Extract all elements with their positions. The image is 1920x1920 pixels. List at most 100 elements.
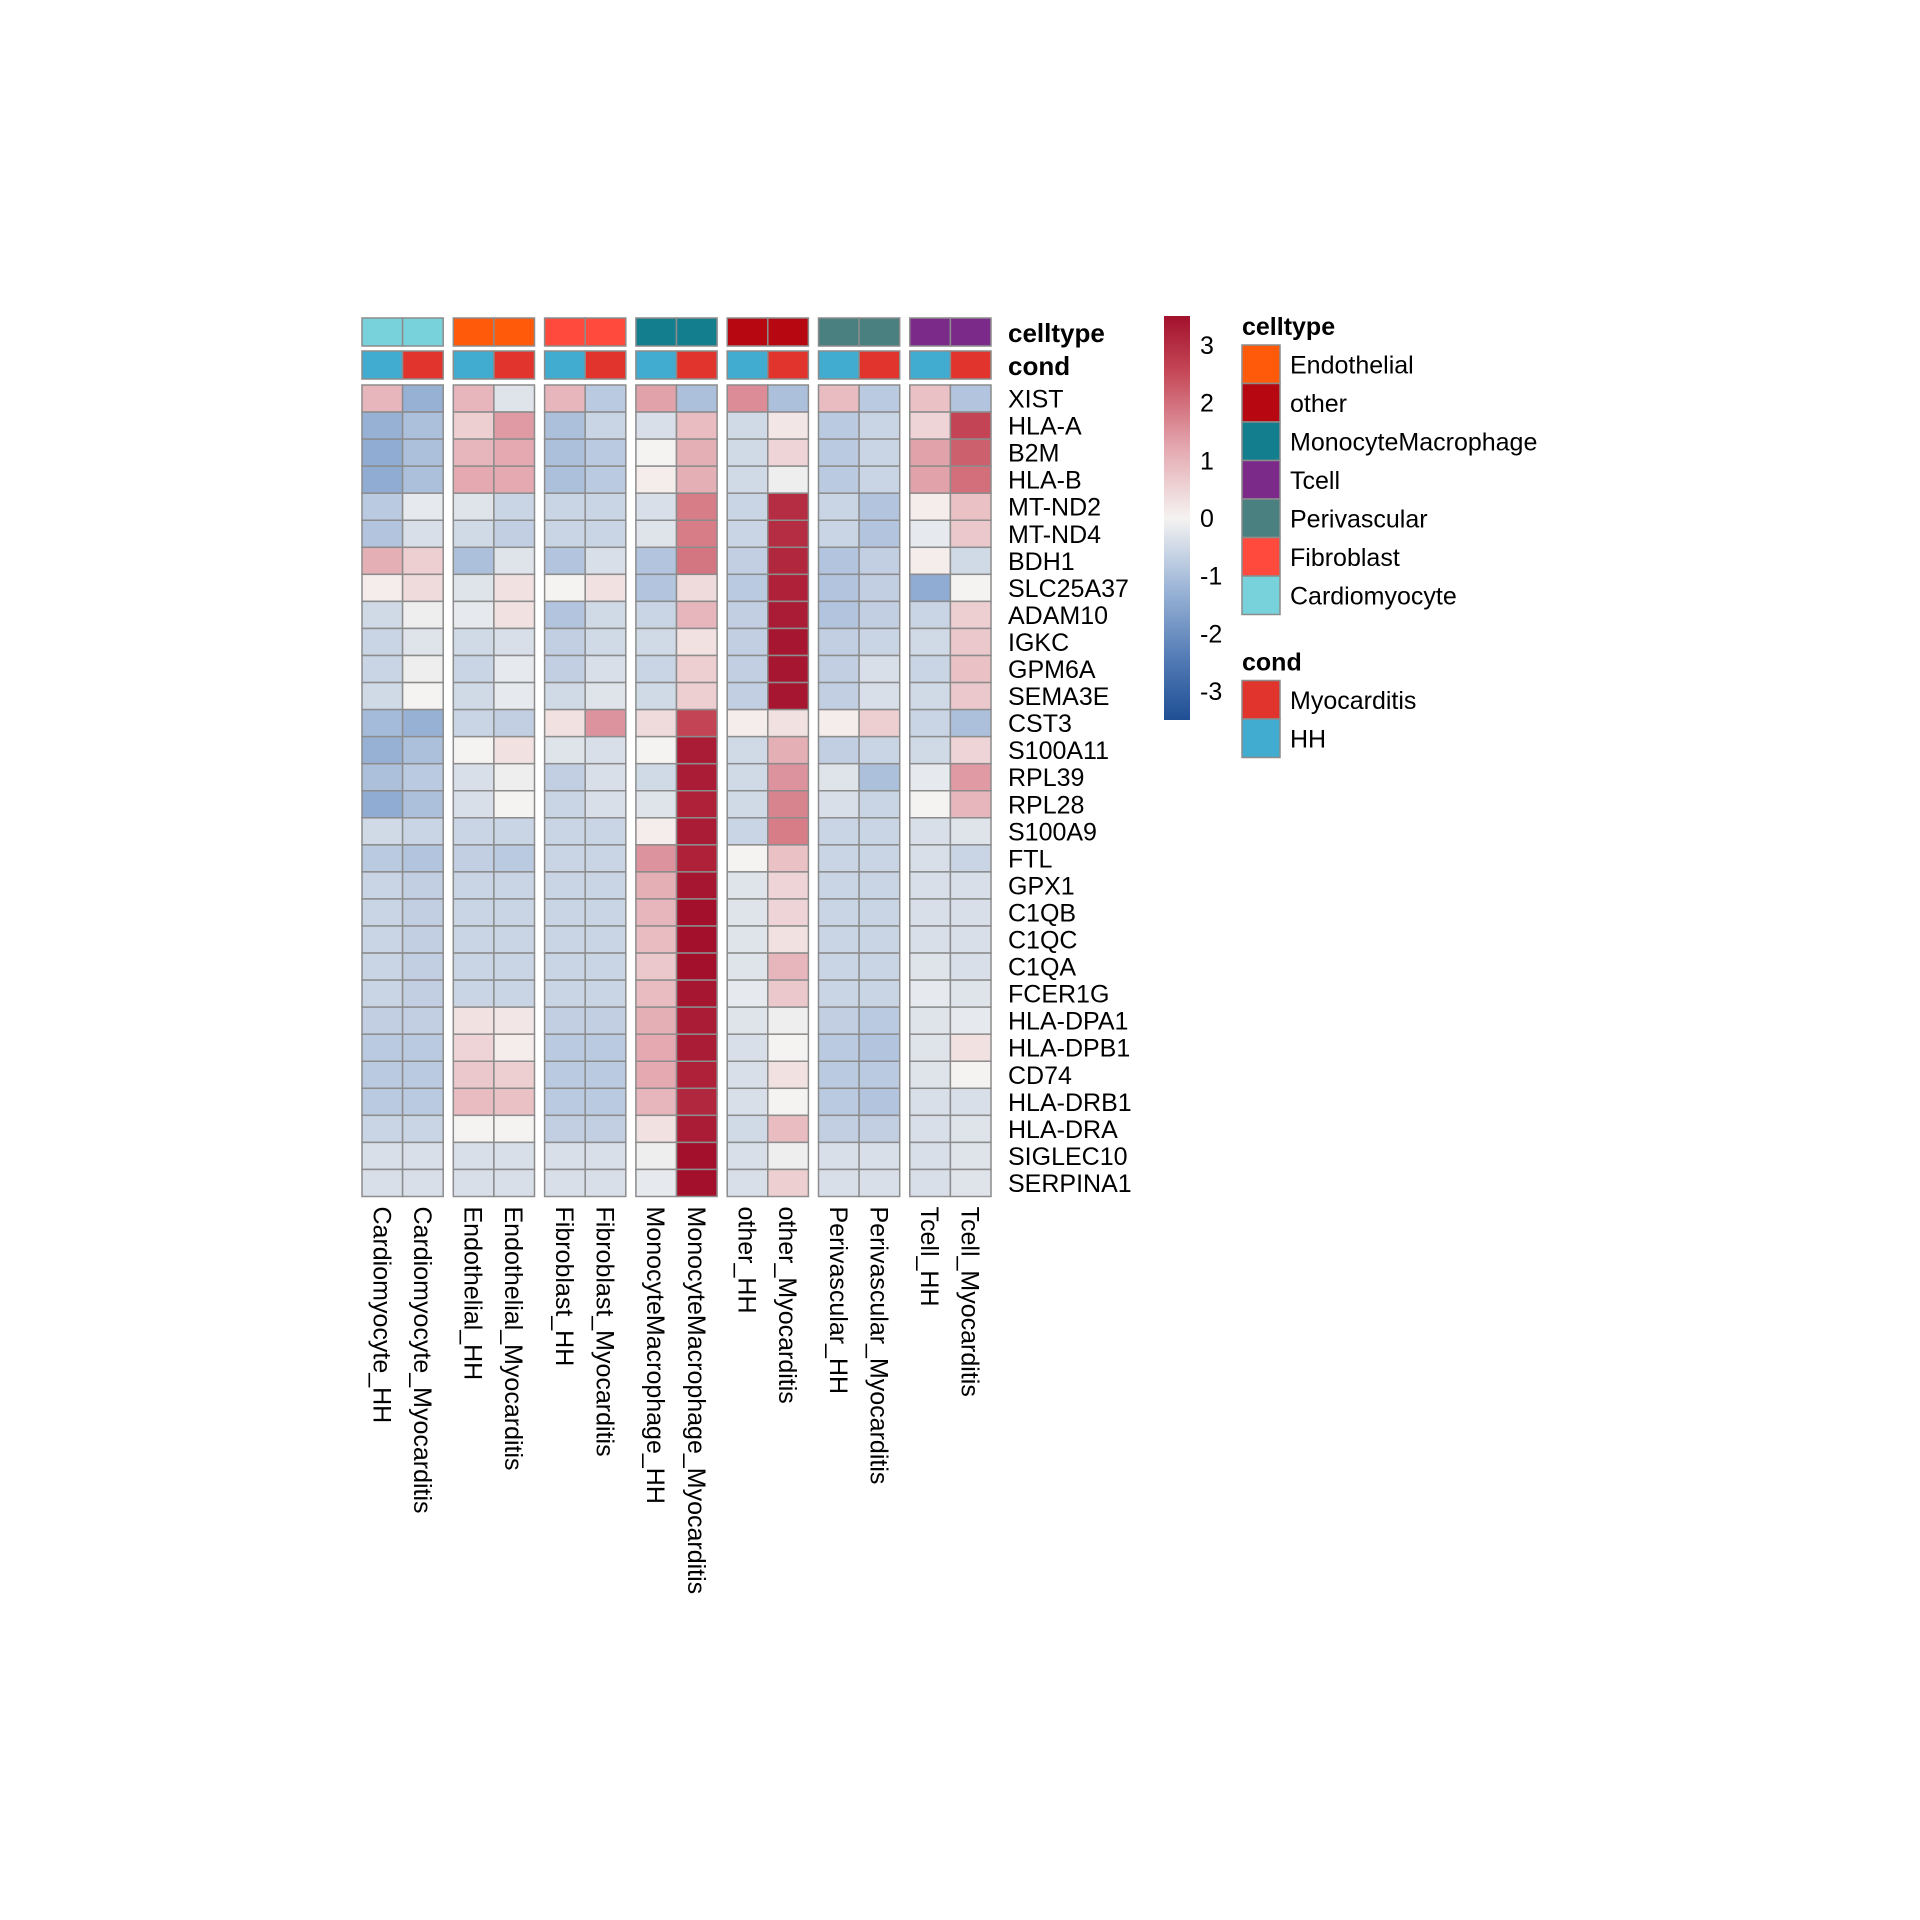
cell-xist-tcell-hh [909, 384, 952, 413]
cell-hla-dpb1-perivascular-myocarditis [858, 1033, 901, 1062]
cell-hla-b-fibroblast-hh [543, 465, 586, 494]
cell-slc25a37-cardiomyocyte-hh [361, 573, 404, 603]
cell-sema3e-fibroblast-myocarditis [584, 681, 627, 711]
cell-hla-a-cardiomyocyte-hh [361, 411, 404, 440]
cell-serpina1-perivascular-hh [817, 1168, 860, 1198]
cell-hla-a-perivascular-hh [817, 411, 860, 440]
cell-gpx1-cardiomyocyte-hh [361, 871, 404, 900]
cell-gpm6a-fibroblast-hh [543, 654, 586, 684]
cell-slc25a37-fibroblast-myocarditis [584, 573, 627, 603]
cell-igkc-cardiomyocyte-hh [361, 627, 404, 657]
row-label-siglec10: SIGLEC10 [1008, 1143, 1128, 1171]
cell-b2m-endothelial-hh [452, 438, 495, 467]
cell-hla-dpb1-fibroblast-myocarditis [584, 1033, 627, 1062]
cell-gpm6a-cardiomyocyte-hh [361, 654, 404, 684]
cell-adam10-fibroblast-myocarditis [584, 600, 627, 630]
row-label-c1qb: C1QB [1008, 899, 1076, 927]
cell-serpina1-endothelial-myocarditis [493, 1168, 536, 1198]
cell-hla-dra-endothelial-hh [452, 1114, 495, 1144]
cell-siglec10-endothelial-hh [452, 1141, 495, 1171]
cell-rpl39-fibroblast-hh [543, 762, 586, 792]
cell-fcer1g-other-myocarditis [767, 979, 810, 1008]
cell-hla-dpb1-endothelial-myocarditis [493, 1033, 536, 1062]
row-label-mt-nd2: MT-ND2 [1008, 494, 1101, 522]
cell-fcer1g-other-hh [726, 979, 769, 1008]
legend-swatch-celltype-tcell [1241, 459, 1281, 500]
cell-slc25a37-perivascular-hh [817, 573, 860, 603]
celltype-annotation-fibroblast-myocarditis [584, 317, 627, 347]
cell-mt-nd4-fibroblast-hh [543, 519, 586, 549]
cell-cst3-perivascular-hh [817, 708, 860, 738]
cell-hla-a-monocytemacrophage-myocarditis [675, 411, 718, 440]
cell-cd74-cardiomyocyte-hh [361, 1060, 404, 1090]
cell-sema3e-monocytemacrophage-myocarditis [675, 681, 718, 711]
legend-title-celltype: celltype [1242, 313, 1335, 341]
cell-gpx1-fibroblast-hh [543, 871, 586, 900]
cell-hla-drb1-perivascular-myocarditis [858, 1087, 901, 1117]
cell-mt-nd4-other-myocarditis [767, 519, 810, 549]
cell-ftl-monocytemacrophage-hh [635, 844, 678, 873]
cell-igkc-perivascular-hh [817, 627, 860, 657]
cell-c1qa-cardiomyocyte-hh [361, 952, 404, 981]
color-scale-legend: 3 2 1 0 -1 -2 -3 [1164, 316, 1222, 720]
cell-sema3e-tcell-hh [909, 681, 952, 711]
cell-hla-dpb1-other-myocarditis [767, 1033, 810, 1062]
celltype-annotation-fibroblast-hh [543, 317, 586, 347]
cell-cst3-cardiomyocyte-myocarditis [401, 708, 444, 738]
cell-hla-drb1-tcell-myocarditis [949, 1087, 992, 1117]
cell-adam10-tcell-hh [909, 600, 952, 630]
cell-hla-dra-fibroblast-hh [543, 1114, 586, 1144]
cell-ftl-fibroblast-hh [543, 844, 586, 873]
cell-c1qc-other-myocarditis [767, 925, 810, 954]
row-label-igkc: IGKC [1008, 629, 1069, 657]
cell-c1qa-fibroblast-myocarditis [584, 952, 627, 981]
cell-hla-dpa1-perivascular-hh [817, 1006, 860, 1035]
legend-label-cond-myocarditis: Myocarditis [1290, 687, 1416, 715]
cell-igkc-monocytemacrophage-myocarditis [675, 627, 718, 657]
cell-c1qa-monocytemacrophage-hh [635, 952, 678, 981]
cell-fcer1g-perivascular-myocarditis [858, 979, 901, 1008]
cell-hla-drb1-monocytemacrophage-hh [635, 1087, 678, 1117]
cell-mt-nd4-monocytemacrophage-hh [635, 519, 678, 549]
cell-cst3-monocytemacrophage-myocarditis [675, 708, 718, 738]
cell-rpl39-perivascular-hh [817, 762, 860, 792]
cell-b2m-other-hh [726, 438, 769, 467]
cell-hla-dpb1-tcell-hh [909, 1033, 952, 1062]
cell-serpina1-fibroblast-myocarditis [584, 1168, 627, 1198]
row-label-rpl28: RPL28 [1008, 791, 1084, 819]
cell-siglec10-cardiomyocyte-hh [361, 1141, 404, 1171]
cell-hla-dpb1-endothelial-hh [452, 1033, 495, 1062]
cell-cst3-other-hh [726, 708, 769, 738]
cell-hla-dra-perivascular-hh [817, 1114, 860, 1144]
row-label-hla-dpa1: HLA-DPA1 [1008, 1008, 1128, 1036]
cell-s100a11-tcell-myocarditis [949, 735, 992, 765]
cell-s100a11-fibroblast-myocarditis [584, 735, 627, 765]
cell-hla-a-endothelial-hh [452, 411, 495, 440]
celltype-annotation-tcell-myocarditis [949, 317, 992, 347]
cell-xist-other-myocarditis [767, 384, 810, 413]
cell-mt-nd2-cardiomyocyte-myocarditis [401, 492, 444, 522]
cell-hla-b-cardiomyocyte-myocarditis [401, 465, 444, 494]
cell-hla-drb1-fibroblast-myocarditis [584, 1087, 627, 1117]
cell-rpl39-monocytemacrophage-myocarditis [675, 762, 718, 792]
cell-s100a9-other-myocarditis [767, 817, 810, 846]
cell-serpina1-tcell-hh [909, 1168, 952, 1198]
cell-rpl28-endothelial-myocarditis [493, 790, 536, 819]
cell-hla-dpa1-tcell-myocarditis [949, 1006, 992, 1035]
cell-hla-dra-cardiomyocyte-myocarditis [401, 1114, 444, 1144]
cell-gpx1-perivascular-myocarditis [858, 871, 901, 900]
cell-b2m-other-myocarditis [767, 438, 810, 467]
cell-c1qc-cardiomyocyte-hh [361, 925, 404, 954]
cell-gpx1-monocytemacrophage-hh [635, 871, 678, 900]
row-label-s100a9: S100A9 [1008, 818, 1097, 846]
cell-hla-drb1-endothelial-myocarditis [493, 1087, 536, 1117]
cell-bdh1-tcell-myocarditis [949, 546, 992, 576]
cell-hla-a-tcell-hh [909, 411, 952, 440]
cell-rpl39-cardiomyocyte-hh [361, 762, 404, 792]
cell-s100a9-endothelial-hh [452, 817, 495, 846]
column-label-cardiomyocyte-hh: Cardiomyocyte_HH [367, 1207, 395, 1424]
column-label-endothelial-hh: Endothelial_HH [459, 1207, 487, 1381]
cell-c1qc-monocytemacrophage-hh [635, 925, 678, 954]
cell-cd74-tcell-myocarditis [949, 1060, 992, 1090]
cell-rpl28-monocytemacrophage-myocarditis [675, 790, 718, 819]
